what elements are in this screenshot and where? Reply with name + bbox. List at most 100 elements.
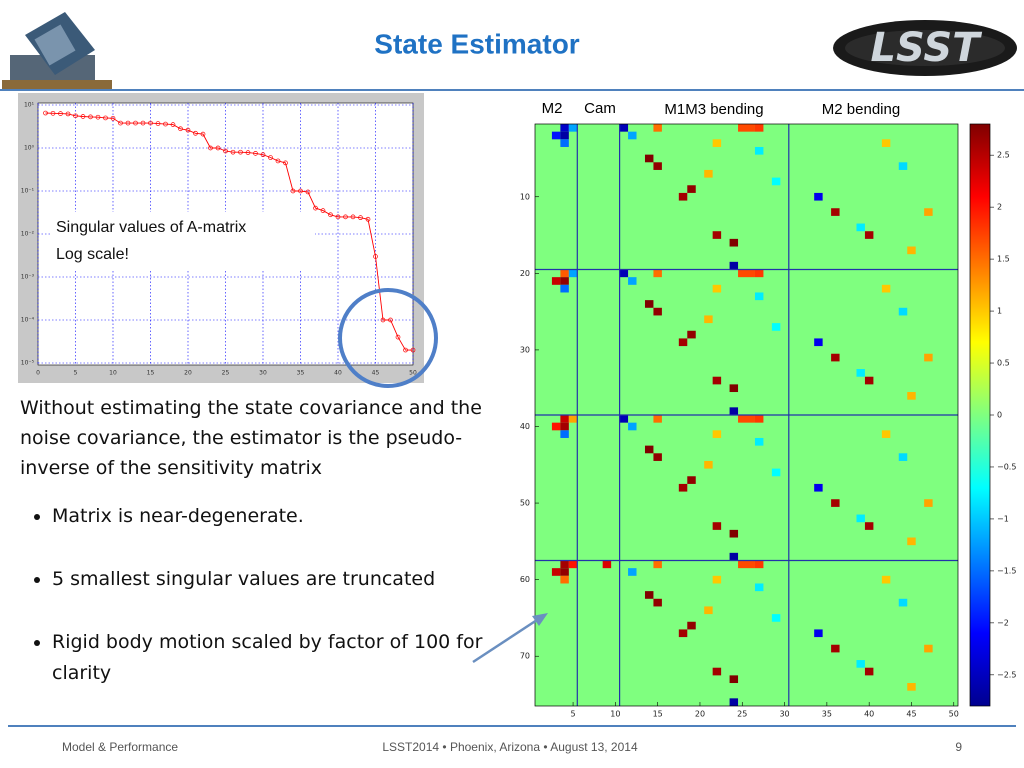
group-label: M2 bending [822, 101, 900, 118]
x-tick-label: 20 [184, 370, 192, 377]
colorbar-label: 0.5 [997, 359, 1010, 368]
heatmap-cell [560, 284, 569, 293]
heatmap-cell [568, 124, 578, 132]
data-point [313, 205, 318, 211]
heatmap-cell [712, 376, 722, 385]
heatmap-cell [831, 208, 840, 216]
x-tick-label: 45 [906, 710, 916, 719]
footer-center: LSST2014 • Phoenix, Arizona • August 13,… [382, 740, 638, 754]
data-point [140, 120, 146, 126]
colorbar-label: −1 [997, 514, 1009, 523]
heatmap-cell [831, 353, 840, 362]
x-tick-label: 5 [571, 710, 576, 719]
heatmap-cell [924, 499, 933, 507]
heatmap-cell [907, 246, 916, 255]
heatmap-chart: 5 10 15 20 25 30 35 40 45 50102030405060702.521.5… [520, 124, 1016, 719]
x-tick-label: 25 [222, 370, 230, 377]
heatmap-cell [678, 483, 688, 492]
x-tick-label: 10 [610, 710, 620, 719]
heatmap-cell [687, 185, 696, 193]
heatmap-cell [653, 598, 662, 607]
x-tick-label: 40 [334, 370, 342, 377]
heatmap-cell [712, 231, 722, 239]
y-tick-label: 10⁻⁵ [21, 360, 35, 367]
x-tick-label: 50 [949, 710, 959, 719]
data-point [343, 214, 348, 220]
data-point [403, 347, 408, 353]
y-tick-label: 10⁻⁴ [21, 317, 35, 324]
colorbar-label: −2.5 [997, 670, 1016, 679]
annotation: Singular values of A-matrix [56, 219, 246, 236]
heatmap-cell [729, 384, 739, 393]
data-point [388, 317, 393, 323]
heatmap-cell [678, 338, 688, 347]
data-point [380, 317, 386, 323]
footer-page: 9 [955, 740, 962, 754]
bullet: 5 smallest singular values are truncated [52, 564, 490, 595]
heatmap-cell [907, 392, 916, 400]
colorbar-label: 1.5 [997, 255, 1010, 264]
data-point [373, 254, 378, 259]
annotation-box [50, 212, 315, 270]
heatmap-cell [712, 430, 722, 438]
arrow [472, 616, 541, 664]
heatmap-cell [560, 575, 569, 584]
heatmap-cell [644, 300, 654, 308]
heatmap-cell [746, 124, 755, 132]
data-point [103, 115, 108, 121]
x-tick-label: 10 [109, 370, 117, 377]
x-tick-label: 30 [779, 710, 789, 719]
x-tick-label: 35 [822, 710, 832, 719]
heatmap-cell [907, 537, 916, 546]
logo-text: LSST [871, 25, 983, 71]
heatmap-cell [754, 124, 764, 132]
x-tick-label: 0 [36, 370, 40, 377]
data-point [73, 113, 78, 119]
heatmap-cell [856, 660, 865, 668]
heatmap-cell [704, 606, 713, 615]
heatmap-cell [864, 522, 874, 530]
heatmap-cell [551, 568, 561, 576]
heatmap-cell [687, 621, 696, 630]
colorbar-label: −2 [997, 618, 1009, 627]
data-point [43, 110, 48, 116]
heatmap-cell [619, 124, 629, 132]
colorbar-label: 1 [997, 307, 1002, 316]
heatmap-cell [771, 614, 781, 622]
heatmap-cell [560, 277, 569, 285]
heatmap-cell [729, 238, 739, 247]
heatmap-cell [814, 192, 823, 201]
y-tick-label: 10⁻² [21, 231, 35, 238]
data-point [320, 208, 326, 213]
heatmap-cell [864, 231, 874, 239]
data-point [358, 215, 363, 221]
heatmap-cell [831, 499, 840, 507]
data-point [350, 214, 356, 220]
data-point [395, 334, 401, 340]
heatmap-cell [864, 376, 874, 385]
data-point [328, 212, 333, 218]
heatmap-cell [754, 437, 764, 446]
heatmap-cell [628, 568, 637, 576]
heatmap-border [534, 123, 959, 707]
bullet: Rigid body motion scaled by factor of 10… [52, 627, 490, 689]
heatmap-cell [856, 514, 865, 523]
x-tick-label: 20 [695, 710, 705, 719]
heatmap-cell [628, 422, 637, 431]
heatmap-cell [653, 307, 662, 316]
heatmap-cell [712, 139, 722, 147]
data-point [65, 111, 71, 117]
heatmap-cell [729, 552, 739, 561]
heatmap-cell [881, 575, 891, 584]
data-line [45, 112, 413, 351]
heatmap-cell [754, 292, 764, 301]
heatmap-cell [560, 430, 569, 438]
heatmap-cell [729, 698, 739, 706]
heatmap-cell [729, 675, 739, 684]
data-point [155, 121, 161, 126]
x-tick-label: 15 [653, 710, 663, 719]
y-tick-label: 60 [520, 575, 530, 584]
heatmap-cell [814, 483, 823, 492]
bullet: Matrix is near-degenerate. [52, 501, 490, 532]
